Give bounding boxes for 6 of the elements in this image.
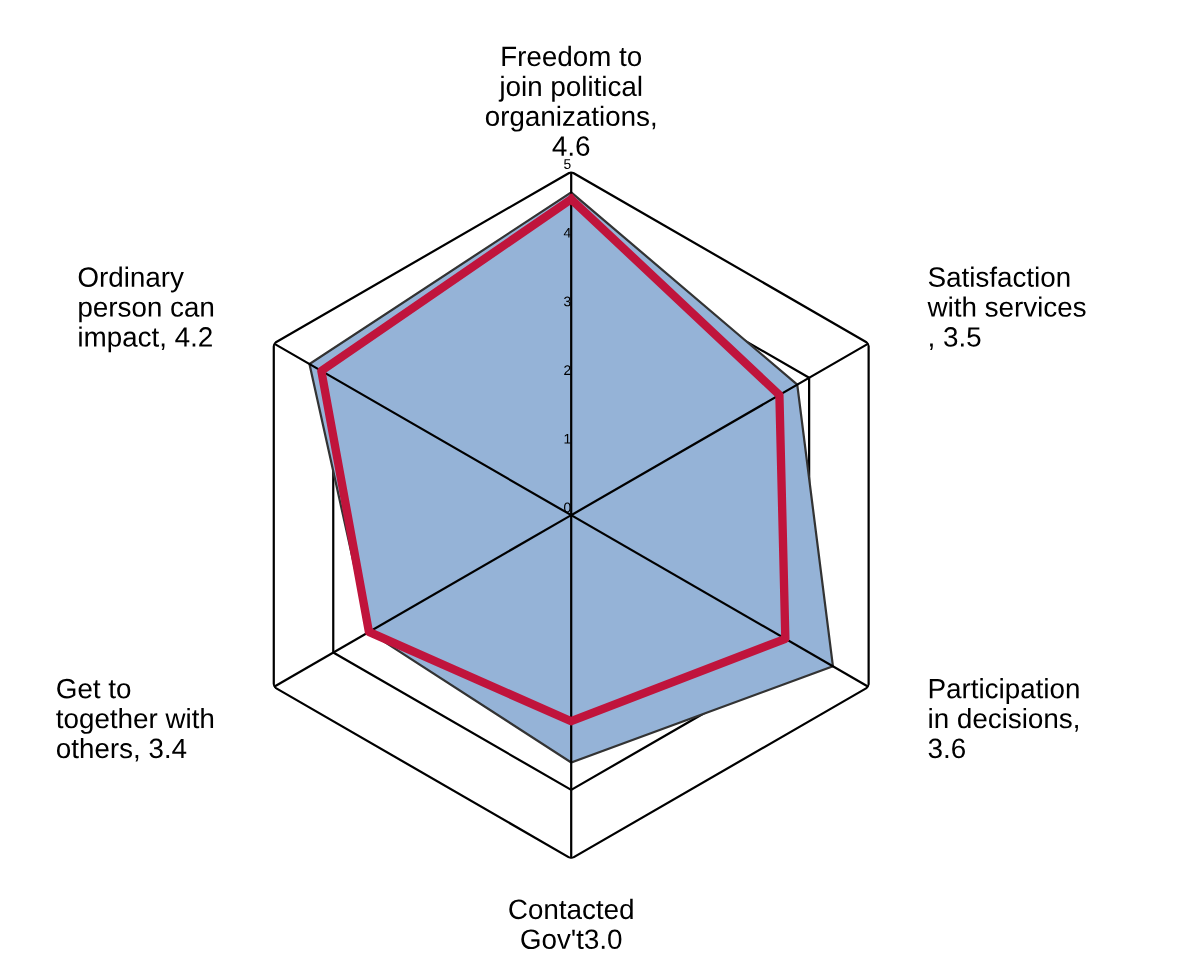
spoke-label: Satisfaction with services , 3.5: [927, 266, 1086, 351]
spoke-label: Contacted Gov't3.0: [509, 898, 633, 950]
spoke-label: Get to together with others, 3.4: [56, 678, 214, 762]
spoke-label: Participation in decisions, 3.6: [928, 678, 1079, 759]
spoke-label: Ordinary person can impact, 4.2: [78, 266, 214, 353]
spoke-label: Freedom to join political organizations, 4.6: [485, 45, 656, 156]
